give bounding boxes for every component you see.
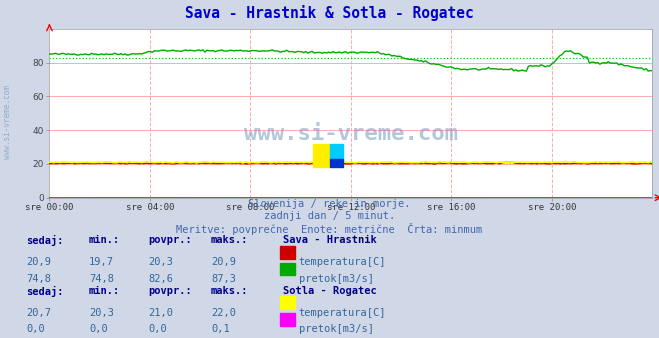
Text: zadnji dan / 5 minut.: zadnji dan / 5 minut. <box>264 211 395 221</box>
Text: 82,6: 82,6 <box>148 274 173 284</box>
Bar <box>313 144 330 167</box>
Text: 20,3: 20,3 <box>89 308 114 318</box>
Text: 87,3: 87,3 <box>211 274 236 284</box>
Text: 74,8: 74,8 <box>89 274 114 284</box>
Text: maks.:: maks.: <box>211 235 248 245</box>
Text: Sotla - Rogatec: Sotla - Rogatec <box>283 286 377 296</box>
Text: min.:: min.: <box>89 235 120 245</box>
Text: pretok[m3/s]: pretok[m3/s] <box>299 324 374 335</box>
Text: 20,9: 20,9 <box>211 257 236 267</box>
Text: www.si-vreme.com: www.si-vreme.com <box>244 123 458 144</box>
Text: sedaj:: sedaj: <box>26 286 64 297</box>
Text: 19,7: 19,7 <box>89 257 114 267</box>
Text: 20,3: 20,3 <box>148 257 173 267</box>
Text: temperatura[C]: temperatura[C] <box>299 308 386 318</box>
Text: 0,1: 0,1 <box>211 324 229 335</box>
Bar <box>330 159 343 167</box>
Text: Meritve: povprečne  Enote: metrične  Črta: minmum: Meritve: povprečne Enote: metrične Črta:… <box>177 223 482 235</box>
Text: www.si-vreme.com: www.si-vreme.com <box>3 85 13 159</box>
Text: Sava - Hrastnik: Sava - Hrastnik <box>283 235 377 245</box>
Bar <box>330 144 343 159</box>
Text: 22,0: 22,0 <box>211 308 236 318</box>
Text: povpr.:: povpr.: <box>148 286 192 296</box>
Text: 21,0: 21,0 <box>148 308 173 318</box>
Text: maks.:: maks.: <box>211 286 248 296</box>
Text: 0,0: 0,0 <box>26 324 45 335</box>
Text: 20,9: 20,9 <box>26 257 51 267</box>
Text: 20,7: 20,7 <box>26 308 51 318</box>
Text: Slovenija / reke in morje.: Slovenija / reke in morje. <box>248 199 411 210</box>
Text: min.:: min.: <box>89 286 120 296</box>
Text: Sava - Hrastnik & Sotla - Rogatec: Sava - Hrastnik & Sotla - Rogatec <box>185 5 474 21</box>
Text: povpr.:: povpr.: <box>148 235 192 245</box>
Text: 0,0: 0,0 <box>89 324 107 335</box>
Text: sedaj:: sedaj: <box>26 235 64 246</box>
Text: pretok[m3/s]: pretok[m3/s] <box>299 274 374 284</box>
Text: 74,8: 74,8 <box>26 274 51 284</box>
Text: 0,0: 0,0 <box>148 324 167 335</box>
Text: temperatura[C]: temperatura[C] <box>299 257 386 267</box>
